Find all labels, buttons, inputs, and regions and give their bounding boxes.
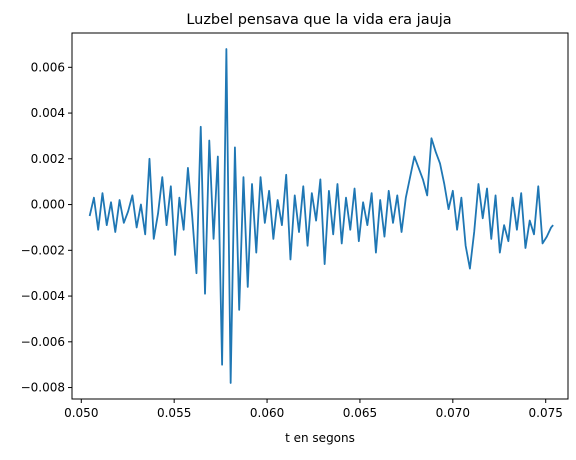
x-tick-label: 0.065 bbox=[343, 406, 377, 420]
y-tick-label: −0.006 bbox=[21, 335, 65, 349]
x-tick-label: 0.075 bbox=[529, 406, 563, 420]
x-axis-label: t en segons bbox=[285, 431, 355, 445]
x-tick-label: 0.070 bbox=[436, 406, 470, 420]
y-tick-label: −0.004 bbox=[21, 289, 65, 303]
plot-area bbox=[88, 48, 554, 384]
y-tick-label: 0.004 bbox=[31, 106, 65, 120]
y-tick-label: 0.006 bbox=[31, 60, 65, 74]
y-tick-label: 0.000 bbox=[31, 198, 65, 212]
y-tick-label: −0.008 bbox=[21, 381, 65, 395]
signal-series-line bbox=[88, 48, 554, 384]
plot-frame bbox=[71, 32, 569, 400]
x-tick-label: 0.060 bbox=[250, 406, 284, 420]
y-tick-label: −0.002 bbox=[21, 243, 65, 257]
x-axis: 0.050 0.055 0.060 0.065 0.070 0.075 bbox=[64, 399, 563, 420]
x-tick-label: 0.050 bbox=[64, 406, 98, 420]
y-axis: −0.008 −0.006 −0.004 −0.002 0.000 0.002 0.004 0… bbox=[21, 60, 72, 395]
y-tick-label: 0.002 bbox=[31, 152, 65, 166]
chart-title: Luzbel pensava que la vida era jauja bbox=[186, 12, 451, 28]
x-tick-label: 0.055 bbox=[157, 406, 191, 420]
